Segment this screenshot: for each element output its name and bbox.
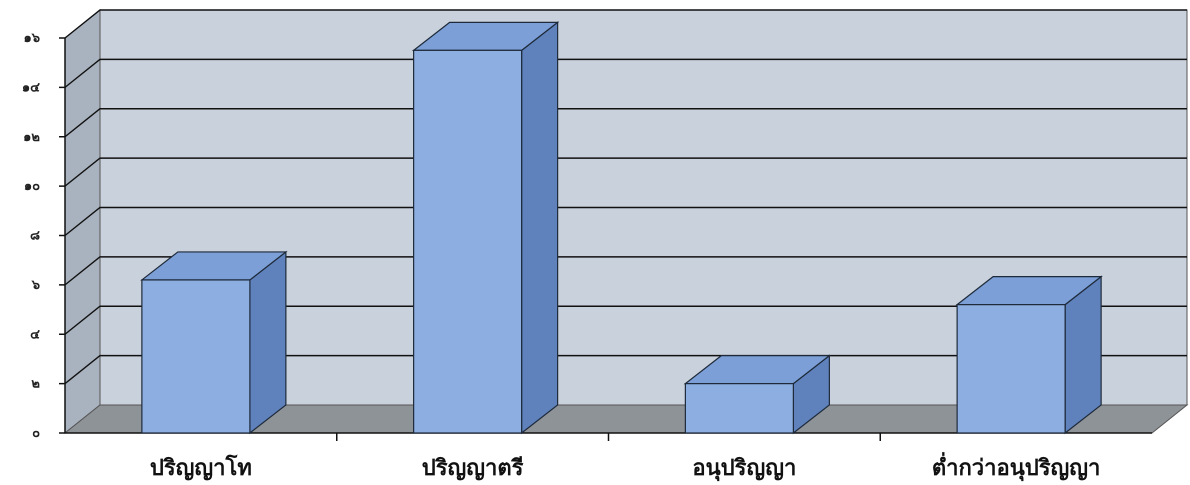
bar bbox=[683, 354, 832, 435]
x-tick-label: อนุปริญญา bbox=[692, 456, 796, 482]
y-tick-label: ๑๖ bbox=[23, 31, 40, 46]
bar bbox=[140, 250, 288, 435]
bar-front bbox=[956, 304, 1066, 434]
bar-side bbox=[521, 21, 559, 435]
gridline bbox=[64, 256, 1187, 286]
gridline bbox=[64, 58, 1187, 88]
gridline bbox=[64, 305, 1187, 335]
gridline bbox=[64, 157, 1187, 187]
y-tick-label: ๑๐ bbox=[24, 179, 40, 194]
gridline bbox=[64, 206, 1187, 237]
y-tick-label: ๔ bbox=[30, 327, 40, 342]
y-tick-label: ๖ bbox=[31, 278, 40, 293]
bars bbox=[140, 21, 1103, 435]
y-tick-label: ๐ bbox=[32, 426, 40, 441]
bar-front bbox=[413, 49, 523, 434]
x-axis-labels: ปริญญาโท ปริญญาตรี อนุปริญญา ต่ำกว่าอนุปริญ… bbox=[150, 433, 1101, 482]
gridline bbox=[64, 108, 1187, 138]
x-tick-label: ต่ำกว่าอนุปริญญา bbox=[932, 451, 1101, 482]
y-tick-label: ๑๒ bbox=[23, 130, 40, 145]
gridline bbox=[64, 9, 1187, 39]
bar-front bbox=[684, 383, 794, 434]
x-tick-label: ปริญญาโท bbox=[150, 454, 252, 481]
bar-side bbox=[249, 250, 287, 435]
bar bbox=[411, 21, 560, 435]
bar-front bbox=[141, 279, 251, 434]
y-tick-label: ๑๔ bbox=[22, 80, 40, 95]
x-tick-label: ปริญญาตรี bbox=[422, 456, 524, 481]
y-tick-label: ๘ bbox=[30, 229, 40, 244]
y-tick-label: ๒ bbox=[31, 377, 40, 392]
bar bbox=[955, 275, 1103, 435]
